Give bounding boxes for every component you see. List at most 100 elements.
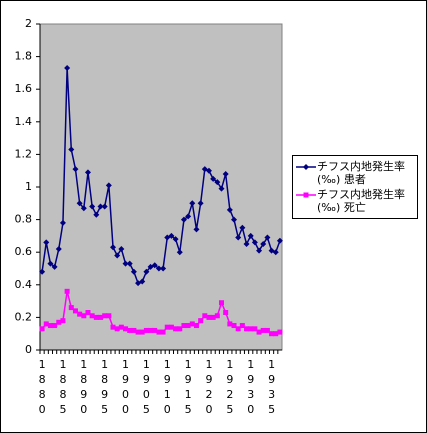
data-point	[68, 146, 75, 153]
data-point	[131, 327, 137, 333]
data-point	[189, 200, 196, 207]
data-point	[198, 318, 204, 324]
data-point	[148, 327, 154, 333]
data-point	[189, 321, 195, 327]
x-tick-label: 1880	[36, 358, 49, 418]
x-tick-label: 1910	[161, 358, 174, 418]
data-point	[56, 319, 62, 325]
data-point	[97, 203, 104, 210]
data-point	[152, 327, 158, 333]
data-point	[231, 323, 237, 329]
data-point	[269, 331, 275, 337]
y-tick-label: 0.8	[15, 213, 33, 226]
y-tick-label: 2	[25, 17, 32, 30]
data-point	[59, 219, 66, 226]
data-point	[89, 313, 95, 319]
data-point	[205, 167, 212, 174]
data-point	[193, 226, 200, 233]
data-point	[118, 324, 124, 330]
data-point	[273, 331, 279, 337]
data-point	[139, 329, 145, 335]
data-point	[51, 263, 58, 270]
data-point	[47, 323, 53, 329]
data-point	[214, 179, 221, 186]
data-point	[226, 206, 233, 213]
data-point	[264, 234, 271, 241]
data-point	[143, 268, 150, 275]
data-point	[277, 329, 283, 335]
x-tick-label: 1885	[56, 358, 69, 418]
x-tick-label: 1920	[202, 358, 215, 418]
data-point	[197, 200, 204, 207]
data-point	[135, 329, 141, 335]
x-tick-label: 1900	[119, 358, 132, 418]
x-tick-label: 1890	[77, 358, 90, 418]
data-point	[114, 326, 120, 332]
data-point	[243, 241, 250, 248]
y-tick-label: 0.4	[15, 278, 33, 291]
data-point	[231, 216, 238, 223]
data-point	[39, 268, 46, 275]
data-point	[272, 249, 279, 256]
data-point	[155, 265, 162, 272]
data-point	[68, 305, 74, 311]
data-point	[80, 205, 87, 212]
data-point	[72, 308, 78, 314]
data-point	[43, 239, 50, 246]
data-point	[143, 327, 149, 333]
data-point	[185, 213, 192, 220]
data-point	[235, 234, 242, 241]
y-tick-label: 1.6	[15, 82, 33, 95]
data-point	[202, 313, 208, 319]
data-point	[89, 203, 96, 210]
data-point	[110, 244, 117, 251]
data-point	[160, 265, 167, 272]
data-point	[47, 260, 54, 267]
data-point	[110, 324, 116, 330]
data-point	[210, 175, 217, 182]
data-point	[235, 326, 241, 332]
data-point	[219, 300, 224, 306]
data-point	[127, 327, 133, 333]
data-point	[101, 203, 108, 210]
data-point	[151, 262, 158, 269]
data-point	[180, 216, 187, 223]
data-point	[239, 323, 245, 329]
x-tick-label: 1935	[265, 358, 278, 418]
data-point	[85, 310, 91, 316]
data-point	[239, 224, 246, 231]
data-point	[160, 329, 166, 335]
data-point	[252, 326, 258, 332]
data-point	[164, 324, 170, 330]
data-point	[60, 318, 66, 324]
data-point	[260, 327, 266, 333]
legend-marker	[303, 192, 309, 198]
legend-label: チフス内地発生率(‰) 死亡	[317, 188, 405, 214]
x-tick-label: 1925	[223, 358, 236, 418]
data-point	[123, 326, 129, 332]
data-point	[256, 329, 262, 335]
data-point	[114, 252, 121, 259]
data-point	[118, 245, 125, 252]
data-point	[93, 314, 99, 320]
data-point	[256, 247, 263, 254]
data-point	[206, 314, 212, 320]
legend-label: チフス内地発生率(‰) 患者	[317, 160, 405, 186]
data-point	[185, 323, 191, 329]
data-point	[81, 313, 87, 319]
y-tick-label: 1.8	[15, 50, 33, 63]
data-point	[173, 326, 179, 332]
data-point	[264, 327, 270, 333]
data-point	[214, 313, 220, 319]
y-tick-label: 0	[25, 343, 32, 356]
data-point	[210, 314, 216, 320]
data-point	[84, 169, 91, 176]
data-point	[106, 313, 112, 319]
legend-entry: チフス内地発生率(‰) 死亡	[295, 188, 415, 214]
data-point	[223, 310, 229, 316]
x-tick-label: 1905	[140, 358, 153, 418]
y-tick-label: 1	[25, 180, 32, 193]
legend-entry: チフス内地発生率(‰) 患者	[295, 160, 415, 186]
y-tick-label: 1.2	[15, 147, 33, 160]
